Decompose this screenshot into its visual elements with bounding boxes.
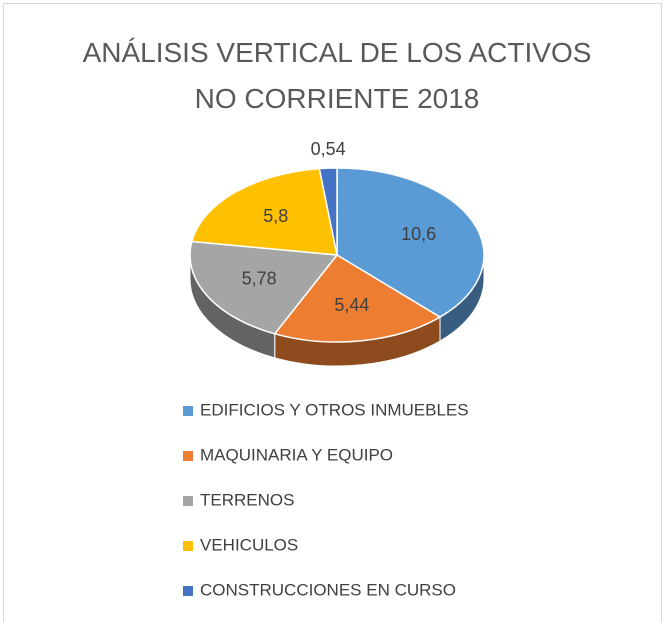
data-label: 0,54 (311, 139, 346, 159)
data-label: 10,6 (401, 224, 436, 244)
data-label: 5,8 (263, 206, 288, 226)
pie-slice (336, 167, 485, 318)
pie-slice (318, 167, 338, 256)
pie-slice (190, 167, 338, 256)
legend-swatch (183, 541, 193, 551)
legend-swatch (183, 496, 193, 506)
chart-title: ANÁLISIS VERTICAL DE LOS ACTIVOS NO CORR… (82, 37, 592, 114)
pie-slice (189, 240, 339, 335)
legend-label: EDIFICIOS Y OTROS INMUEBLES (200, 400, 469, 419)
legend-label: CONSTRUCCIONES EN CURSO (200, 580, 456, 599)
legend-swatch (183, 586, 193, 596)
legend-label: VEHICULOS (200, 535, 298, 554)
data-label: 5,44 (334, 295, 369, 315)
legend-swatch (183, 451, 193, 461)
legend-label: MAQUINARIA Y EQUIPO (200, 445, 393, 464)
pie-slice (273, 254, 442, 343)
legend-swatch (183, 406, 193, 416)
data-label: 5,78 (242, 268, 277, 288)
legend-label: TERRENOS (200, 490, 294, 509)
